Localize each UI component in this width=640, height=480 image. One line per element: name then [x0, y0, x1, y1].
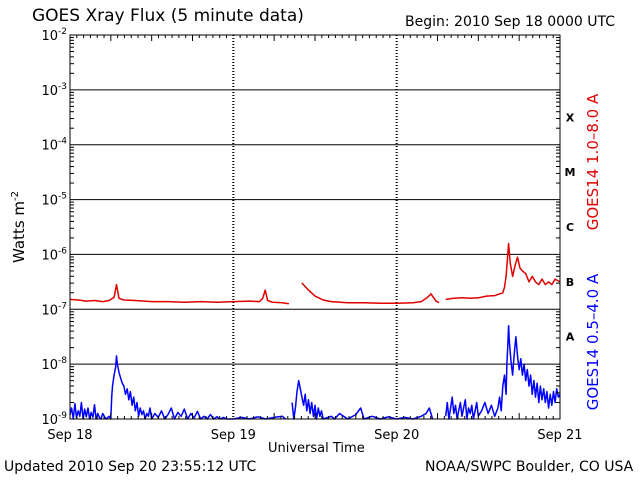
y-tick-label: 10-3 [41, 82, 67, 99]
y-tick-base: 10 [41, 194, 58, 209]
y-tick-exp: -2 [58, 27, 67, 37]
y-tick-label: 10-2 [41, 27, 67, 44]
y-tick-base: 10 [41, 248, 58, 263]
y-tick-label: 10-7 [41, 301, 67, 318]
flare-class-label: A [566, 331, 575, 344]
flare-class-label: X [566, 111, 575, 124]
series-line [69, 242, 561, 305]
y-tick-base: 10 [41, 303, 58, 318]
y-tick-exp: -7 [58, 301, 67, 311]
y-tick-base: 10 [41, 413, 58, 428]
y-tick-exp: -8 [58, 356, 67, 366]
y-tick-label: 10-6 [41, 246, 67, 263]
y-axis-label-base: Watts m [10, 201, 28, 263]
y-tick-label: 10-8 [41, 356, 67, 373]
y-tick-exp: -3 [58, 82, 67, 92]
y-axis-label-exp: -2 [10, 191, 21, 201]
plot-frame [69, 34, 561, 420]
y-tick-base: 10 [41, 29, 58, 44]
x-tick-label: Sep 20 [374, 428, 419, 443]
x-tick-label: Sep 18 [47, 428, 92, 443]
flare-class-label: B [566, 276, 574, 289]
y-tick-base: 10 [41, 84, 58, 99]
x-tick-label: Sep 19 [211, 428, 256, 443]
x-axis-label: Universal Time [268, 441, 365, 456]
y-tick-label: 10-4 [41, 137, 67, 154]
y-tick-base: 10 [41, 139, 58, 154]
updated-timestamp: Updated 2010 Sep 20 23:55:12 UTC [4, 459, 257, 475]
begin-time-label: Begin: 2010 Sep 18 0000 UTC [405, 14, 616, 30]
series-line [69, 324, 561, 420]
flare-class-label: C [566, 221, 574, 234]
legend-label: GOES14 0.5–4.0 A [584, 273, 602, 410]
y-tick-exp: -4 [58, 137, 67, 147]
y-tick-exp: -6 [58, 246, 67, 256]
page-title: GOES Xray Flux (5 minute data) [32, 6, 304, 26]
y-tick-base: 10 [41, 358, 58, 373]
y-axis-label: Watts m-2 [10, 191, 28, 263]
legend-label: GOES14 1.0–8.0 A [584, 93, 602, 230]
y-tick-label: 10-9 [41, 411, 67, 428]
y-tick-exp: -9 [58, 411, 67, 421]
x-tick-label: Sep 21 [537, 428, 582, 443]
credit-label: NOAA/SWPC Boulder, CO USA [425, 459, 634, 475]
y-tick-label: 10-5 [41, 192, 67, 209]
flare-class-label: M [565, 166, 576, 179]
y-tick-exp: -5 [58, 192, 67, 202]
